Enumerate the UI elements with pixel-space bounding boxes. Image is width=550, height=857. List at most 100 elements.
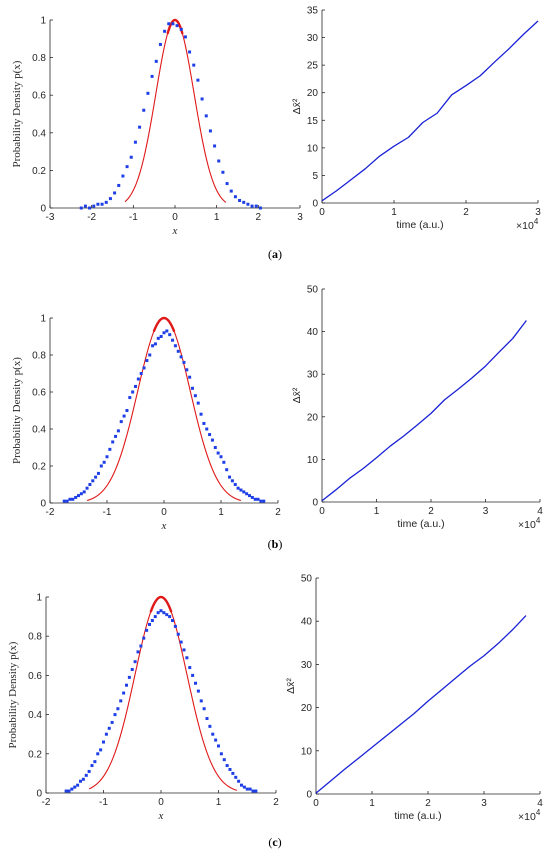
density-point: [153, 342, 157, 346]
density-point: [221, 170, 225, 174]
caption-close: ): [278, 247, 282, 261]
msd-b-y-tick-label: 30: [307, 370, 319, 381]
density-point: [225, 468, 229, 472]
msd-x-exponent-base: ×10: [518, 811, 536, 823]
density-point: [233, 483, 237, 486]
density-point: [162, 331, 166, 335]
density-point: [168, 615, 172, 619]
density-point: [208, 433, 212, 437]
msd-c-x-tick-label: 4: [537, 798, 543, 809]
density-point: [239, 488, 243, 492]
density-point: [104, 200, 108, 204]
density-point: [131, 390, 135, 394]
msd-b-x-tick-label: 0: [319, 506, 325, 517]
density-point: [185, 368, 189, 372]
density-point: [158, 42, 162, 46]
density-point: [133, 660, 137, 664]
density-point: [179, 27, 183, 31]
density-point: [99, 464, 103, 468]
density-point: [119, 699, 123, 703]
density-point: [199, 412, 203, 416]
density-point: [130, 668, 134, 672]
density-point: [134, 384, 137, 388]
density-point: [256, 497, 260, 501]
density-point: [175, 24, 179, 28]
density-point: [125, 683, 128, 687]
density-point: [88, 483, 92, 486]
density-point: [200, 97, 204, 101]
msd-a-y-tick-label: 30: [307, 33, 319, 44]
density-point: [84, 773, 88, 777]
density-point: [113, 713, 117, 717]
density-point: [82, 490, 86, 494]
density-b-x-tick-label: 0: [161, 507, 167, 518]
msd-b-y-tick-label: 40: [307, 327, 319, 338]
gaussian-fit-peak: [166, 18, 184, 35]
density-point: [228, 767, 232, 771]
density-point: [205, 427, 209, 431]
density-point: [254, 789, 258, 793]
density-point: [208, 129, 212, 133]
density-point: [125, 165, 129, 169]
density-point: [238, 198, 242, 202]
msd-x-exponent: ×104: [518, 808, 541, 823]
density-x-axis-label: x: [161, 520, 167, 532]
density-point: [150, 74, 154, 78]
density-point: [125, 409, 129, 412]
density-point: [92, 204, 96, 208]
density-point: [165, 329, 169, 333]
msd-c-y-tick-label: 50: [301, 574, 313, 585]
density-a-y-tick-label: 0.4: [32, 128, 46, 139]
density-c-y-tick-label: 0.8: [28, 632, 42, 643]
density-point: [156, 336, 160, 340]
density-point: [94, 475, 98, 479]
density-b-y-tick-label: 0: [40, 499, 46, 510]
density-point: [214, 738, 218, 742]
density-x-axis-label: x: [158, 810, 164, 822]
msd-x-exponent-power: 4: [534, 217, 539, 226]
density-point: [90, 764, 94, 768]
density-point: [88, 206, 92, 210]
density-point: [122, 414, 126, 418]
density-point: [145, 628, 149, 632]
density-point: [151, 344, 155, 348]
msd-x-exponent-base: ×10: [516, 220, 534, 232]
density-point: [148, 622, 151, 626]
msd-x-exponent: ×104: [518, 516, 541, 531]
msd-y-axis-label: Δx̄²: [285, 678, 297, 694]
density-point: [205, 717, 209, 721]
density-point: [163, 29, 167, 33]
density-point: [216, 451, 220, 455]
density-point: [196, 689, 200, 693]
msd-a-x-tick-label: 1: [391, 207, 397, 218]
msd-a-x-tick-label: 2: [463, 207, 469, 218]
density-point: [199, 699, 203, 703]
density-point: [217, 159, 221, 163]
density-point: [248, 494, 251, 498]
density-point: [188, 375, 192, 379]
density-point: [182, 648, 186, 652]
msd-b-y-tick-label: 0: [312, 498, 318, 509]
density-point: [113, 191, 117, 195]
density-point: [173, 344, 177, 348]
msd-a-x-tick-label: 3: [535, 207, 541, 218]
density-point: [128, 396, 132, 400]
msd-c-x-tick-label: 0: [313, 798, 319, 809]
density-point: [74, 495, 78, 499]
density-point: [202, 707, 206, 711]
msd-a-y-tick-label: 0: [312, 199, 318, 210]
density-point: [73, 785, 77, 789]
density-point: [87, 769, 91, 773]
density-point: [222, 460, 226, 464]
density-b-x-tick-label: -2: [46, 507, 55, 518]
density-point: [211, 732, 215, 736]
density-point: [133, 140, 137, 144]
density-point: [105, 455, 109, 459]
density-point: [245, 492, 249, 496]
msd-a-y-tick-label: 35: [307, 6, 319, 17]
msd-c-y-tick-label: 0: [306, 790, 312, 801]
msd-x-axis-label: time (a.u.): [396, 219, 443, 231]
density-point: [139, 644, 143, 648]
density-c-x-tick-label: 1: [216, 797, 222, 808]
density-point: [62, 499, 66, 503]
